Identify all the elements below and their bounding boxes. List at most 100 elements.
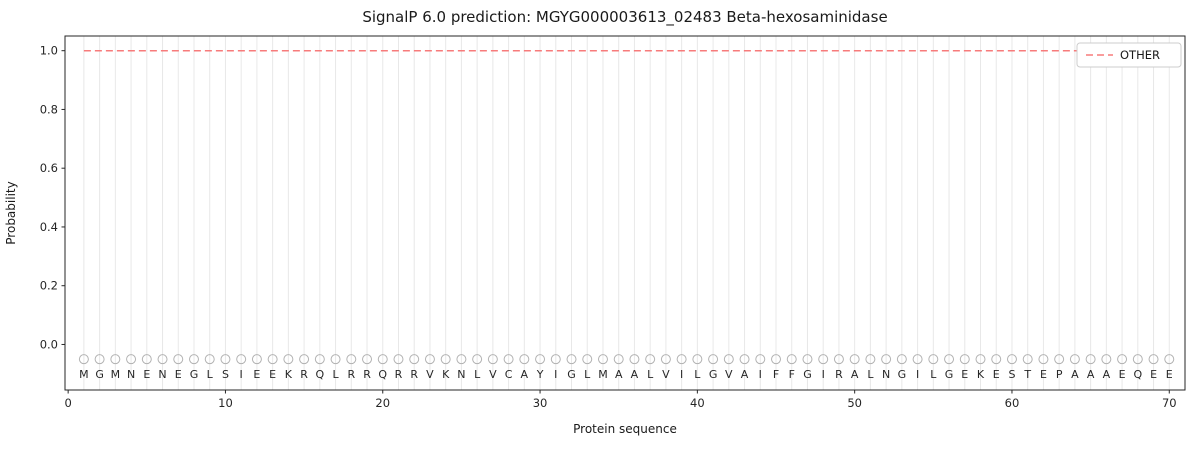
- residue-marker: [236, 354, 247, 365]
- x-tick-label: 40: [690, 396, 705, 410]
- x-tick-label: 50: [847, 396, 862, 410]
- residue-letter: A: [741, 368, 749, 381]
- residue-marker: [1022, 354, 1033, 365]
- residue-letter: M: [111, 368, 121, 381]
- residue-letter: A: [631, 368, 639, 381]
- axes: 0.0 0.2 0.4 0.6 0.8 1.0 0 10 20 30 40 50 60 70: [40, 35, 1186, 410]
- residue-marker: [739, 354, 750, 365]
- residue-letter: K: [442, 368, 450, 381]
- residue-marker: [550, 354, 561, 365]
- residue-letter: N: [457, 368, 465, 381]
- residue-letter: K: [977, 368, 985, 381]
- residue-letter: Q: [1133, 368, 1142, 381]
- residue-letter: C: [505, 368, 513, 381]
- residue-letter: L: [694, 368, 701, 381]
- residue-letter: E: [175, 368, 182, 381]
- residue-letter: E: [961, 368, 968, 381]
- residue-letter: R: [363, 368, 371, 381]
- residue-marker: [692, 354, 703, 365]
- residue-marker: [912, 354, 923, 365]
- residue-marker: [503, 354, 514, 365]
- residue-marker: [802, 354, 813, 365]
- residue-letter: E: [1150, 368, 1157, 381]
- residue-letter: Y: [536, 368, 544, 381]
- residue-marker: [267, 354, 278, 365]
- residue-letter: K: [285, 368, 293, 381]
- y-axis-label: Probability: [4, 181, 18, 244]
- x-tick-label: 20: [375, 396, 390, 410]
- residue-letter: E: [993, 368, 1000, 381]
- residue-marker: [472, 354, 483, 365]
- residue-marker: [1006, 354, 1017, 365]
- residue-letter: L: [332, 368, 339, 381]
- residue-marker: [896, 354, 907, 365]
- residue-letter: I: [759, 368, 762, 381]
- y-tick-label: 0.6: [40, 161, 58, 175]
- residue-marker: [566, 354, 577, 365]
- residue-marker: [928, 354, 939, 365]
- residue-marker: [393, 354, 404, 365]
- residue-letter: G: [898, 368, 907, 381]
- residue-marker: [755, 354, 766, 365]
- residue-marker: [424, 354, 435, 365]
- residue-letter: S: [1008, 368, 1015, 381]
- residue-marker: [110, 354, 121, 365]
- residue-marker: [1054, 354, 1065, 365]
- residue-marker: [597, 354, 608, 365]
- y-tick-label: 0.4: [40, 220, 58, 234]
- residue-marker: [660, 354, 671, 365]
- residue-letter: N: [882, 368, 890, 381]
- residue-letter: A: [851, 368, 859, 381]
- residue-marker: [1085, 354, 1096, 365]
- residue-letter: L: [584, 368, 591, 381]
- residue-letter: G: [190, 368, 199, 381]
- legend: OTHER: [1076, 42, 1182, 68]
- residue-letter: E: [1166, 368, 1173, 381]
- x-tick-label: 0: [64, 396, 71, 410]
- residue-marker: [582, 354, 593, 365]
- residue-letter: G: [945, 368, 954, 381]
- residue-marker: [126, 354, 137, 365]
- residue-letter: R: [347, 368, 355, 381]
- residue-letter: A: [521, 368, 529, 381]
- residue-marker: [881, 354, 892, 365]
- residue-marker: [141, 354, 152, 365]
- residue-letter: R: [410, 368, 418, 381]
- y-tick-label: 0.0: [40, 337, 58, 351]
- residue-marker: [173, 354, 184, 365]
- residue-marker: [944, 354, 955, 365]
- residue-letter: R: [395, 368, 403, 381]
- residue-letter: N: [127, 368, 135, 381]
- residue-letter: G: [95, 368, 104, 381]
- residue-letter: A: [1071, 368, 1079, 381]
- residue-letter: F: [773, 368, 779, 381]
- residue-letter: E: [253, 368, 260, 381]
- residue-marker: [330, 354, 341, 365]
- residue-marker: [220, 354, 231, 365]
- residue-marker: [94, 354, 105, 365]
- residue-marker: [409, 354, 420, 365]
- residue-marker: [1132, 354, 1143, 365]
- residue-letter: Q: [378, 368, 387, 381]
- residue-letter: I: [822, 368, 825, 381]
- plot-border: [64, 35, 1186, 391]
- x-tick-label: 30: [533, 396, 548, 410]
- residue-letter: E: [1040, 368, 1047, 381]
- residue-marker: [78, 354, 89, 365]
- residue-letter: I: [554, 368, 557, 381]
- residue-marker: [975, 354, 986, 365]
- residue-letter: E: [1119, 368, 1126, 381]
- x-axis-label: Protein sequence: [573, 422, 677, 436]
- residue-marker: [1117, 354, 1128, 365]
- residue-marker: [723, 354, 734, 365]
- residue-marker: [535, 354, 546, 365]
- residue-letter: V: [725, 368, 733, 381]
- residue-marker: [629, 354, 640, 365]
- legend-label: OTHER: [1120, 48, 1160, 62]
- residue-letter: R: [300, 368, 308, 381]
- residue-marker: [251, 354, 262, 365]
- residue-marker: [299, 354, 310, 365]
- residue-letter: G: [709, 368, 718, 381]
- residue-marker: [991, 354, 1002, 365]
